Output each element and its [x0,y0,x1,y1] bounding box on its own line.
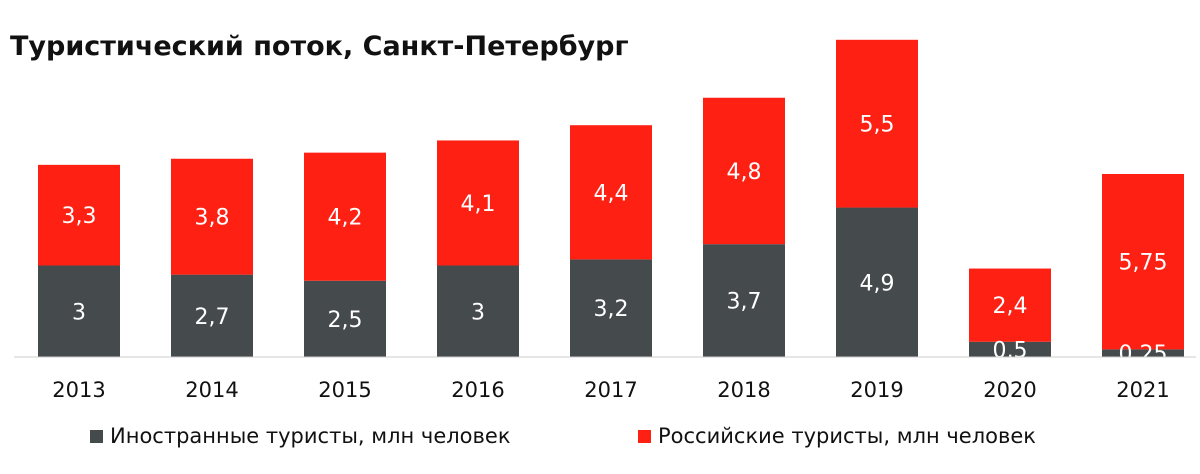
value-label-foreign-2017: 3,2 [594,297,629,322]
value-label-russian-2018: 4,8 [727,160,762,185]
value-label-foreign-2015: 2,5 [328,308,363,333]
bar-russian-2019 [836,39,918,208]
legend-swatch-russian [638,430,651,443]
bar-foreign-2021 [1102,349,1184,357]
value-label-foreign-2019: 4,9 [860,271,895,296]
x-tick-2020: 2020 [983,378,1036,402]
legend-label-foreign: Иностранные туристы, млн человек [110,424,511,448]
bar-foreign-2013 [38,265,120,357]
value-label-russian-2015: 4,2 [328,206,363,231]
bar-russian-2013 [38,164,120,266]
x-tick-2015: 2015 [318,378,371,402]
bar-russian-2016 [437,140,519,266]
value-label-russian-2016: 4,1 [461,192,496,217]
legend-label-russian: Российские туристы, млн человек [658,424,1036,448]
bar-foreign-2015 [304,280,386,357]
x-tick-2021: 2021 [1116,378,1169,402]
x-tick-2019: 2019 [850,378,903,402]
legend: Иностранные туристы, млн человек Российс… [90,424,1036,448]
bar-foreign-2018 [703,244,785,357]
bar-foreign-2019 [836,207,918,357]
value-label-russian-2014: 3,8 [195,206,230,231]
value-label-russian-2019: 5,5 [860,113,895,138]
x-axis-ticks: 2013 2014 2015 2016 2017 2018 2019 2020 2021 [52,378,1169,402]
bar-russian-2018 [703,97,785,245]
x-tick-2016: 2016 [451,378,504,402]
value-label-foreign-2016: 3 [471,300,485,325]
value-label-russian-2020: 2,4 [993,294,1028,319]
x-tick-2014: 2014 [185,378,238,402]
chart-title: Туристический поток, Санкт-Петербург [10,31,629,62]
bar-foreign-2014 [171,274,253,357]
bar-russian-2017 [570,125,652,260]
value-label-russian-2021: 5,75 [1119,251,1168,276]
value-label-russian-2013: 3,3 [62,204,97,229]
value-label-russian-2017: 4,4 [594,181,629,206]
x-tick-2018: 2018 [717,378,770,402]
bar-foreign-2016 [437,265,519,357]
value-label-foreign-2020: 0,5 [993,338,1028,363]
x-tick-2013: 2013 [52,378,105,402]
legend-swatch-foreign [90,430,103,443]
bar-russian-2014 [171,158,253,275]
bars-group: 3 3,3 2,7 3,8 2,5 4,2 3 4,1 3,2 4,4 3,7 4,8 4,9 5,5 0,… [38,39,1184,367]
value-label-foreign-2013: 3 [72,300,86,325]
bar-russian-2015 [304,152,386,281]
x-tick-2017: 2017 [584,378,637,402]
bar-russian-2021 [1102,174,1184,350]
bar-foreign-2020 [969,341,1051,357]
value-label-foreign-2014: 2,7 [195,305,230,330]
bar-foreign-2017 [570,259,652,357]
value-label-foreign-2018: 3,7 [727,290,762,315]
bar-russian-2020 [969,268,1051,342]
value-label-foreign-2021: 0,25 [1119,342,1168,367]
